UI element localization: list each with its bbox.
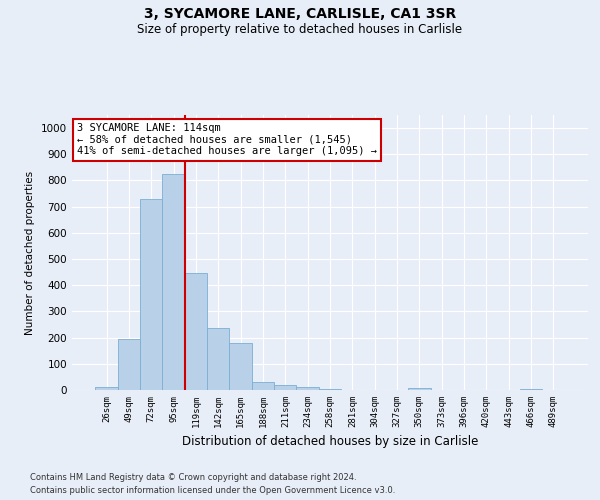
- Bar: [185, 274, 207, 390]
- Bar: [95, 387, 118, 390]
- Bar: [118, 339, 140, 390]
- Bar: [274, 386, 296, 390]
- Bar: [296, 387, 319, 390]
- Bar: [207, 328, 229, 390]
- Text: Size of property relative to detached houses in Carlisle: Size of property relative to detached ho…: [137, 22, 463, 36]
- Y-axis label: Number of detached properties: Number of detached properties: [25, 170, 35, 334]
- X-axis label: Distribution of detached houses by size in Carlisle: Distribution of detached houses by size …: [182, 436, 478, 448]
- Bar: [520, 388, 542, 390]
- Text: 3, SYCAMORE LANE, CARLISLE, CA1 3SR: 3, SYCAMORE LANE, CARLISLE, CA1 3SR: [144, 8, 456, 22]
- Bar: [163, 174, 185, 390]
- Bar: [319, 388, 341, 390]
- Bar: [252, 382, 274, 390]
- Bar: [408, 388, 431, 390]
- Bar: [229, 343, 252, 390]
- Text: Contains HM Land Registry data © Crown copyright and database right 2024.: Contains HM Land Registry data © Crown c…: [30, 472, 356, 482]
- Text: 3 SYCAMORE LANE: 114sqm
← 58% of detached houses are smaller (1,545)
41% of semi: 3 SYCAMORE LANE: 114sqm ← 58% of detache…: [77, 123, 377, 156]
- Text: Contains public sector information licensed under the Open Government Licence v3: Contains public sector information licen…: [30, 486, 395, 495]
- Bar: [140, 199, 163, 390]
